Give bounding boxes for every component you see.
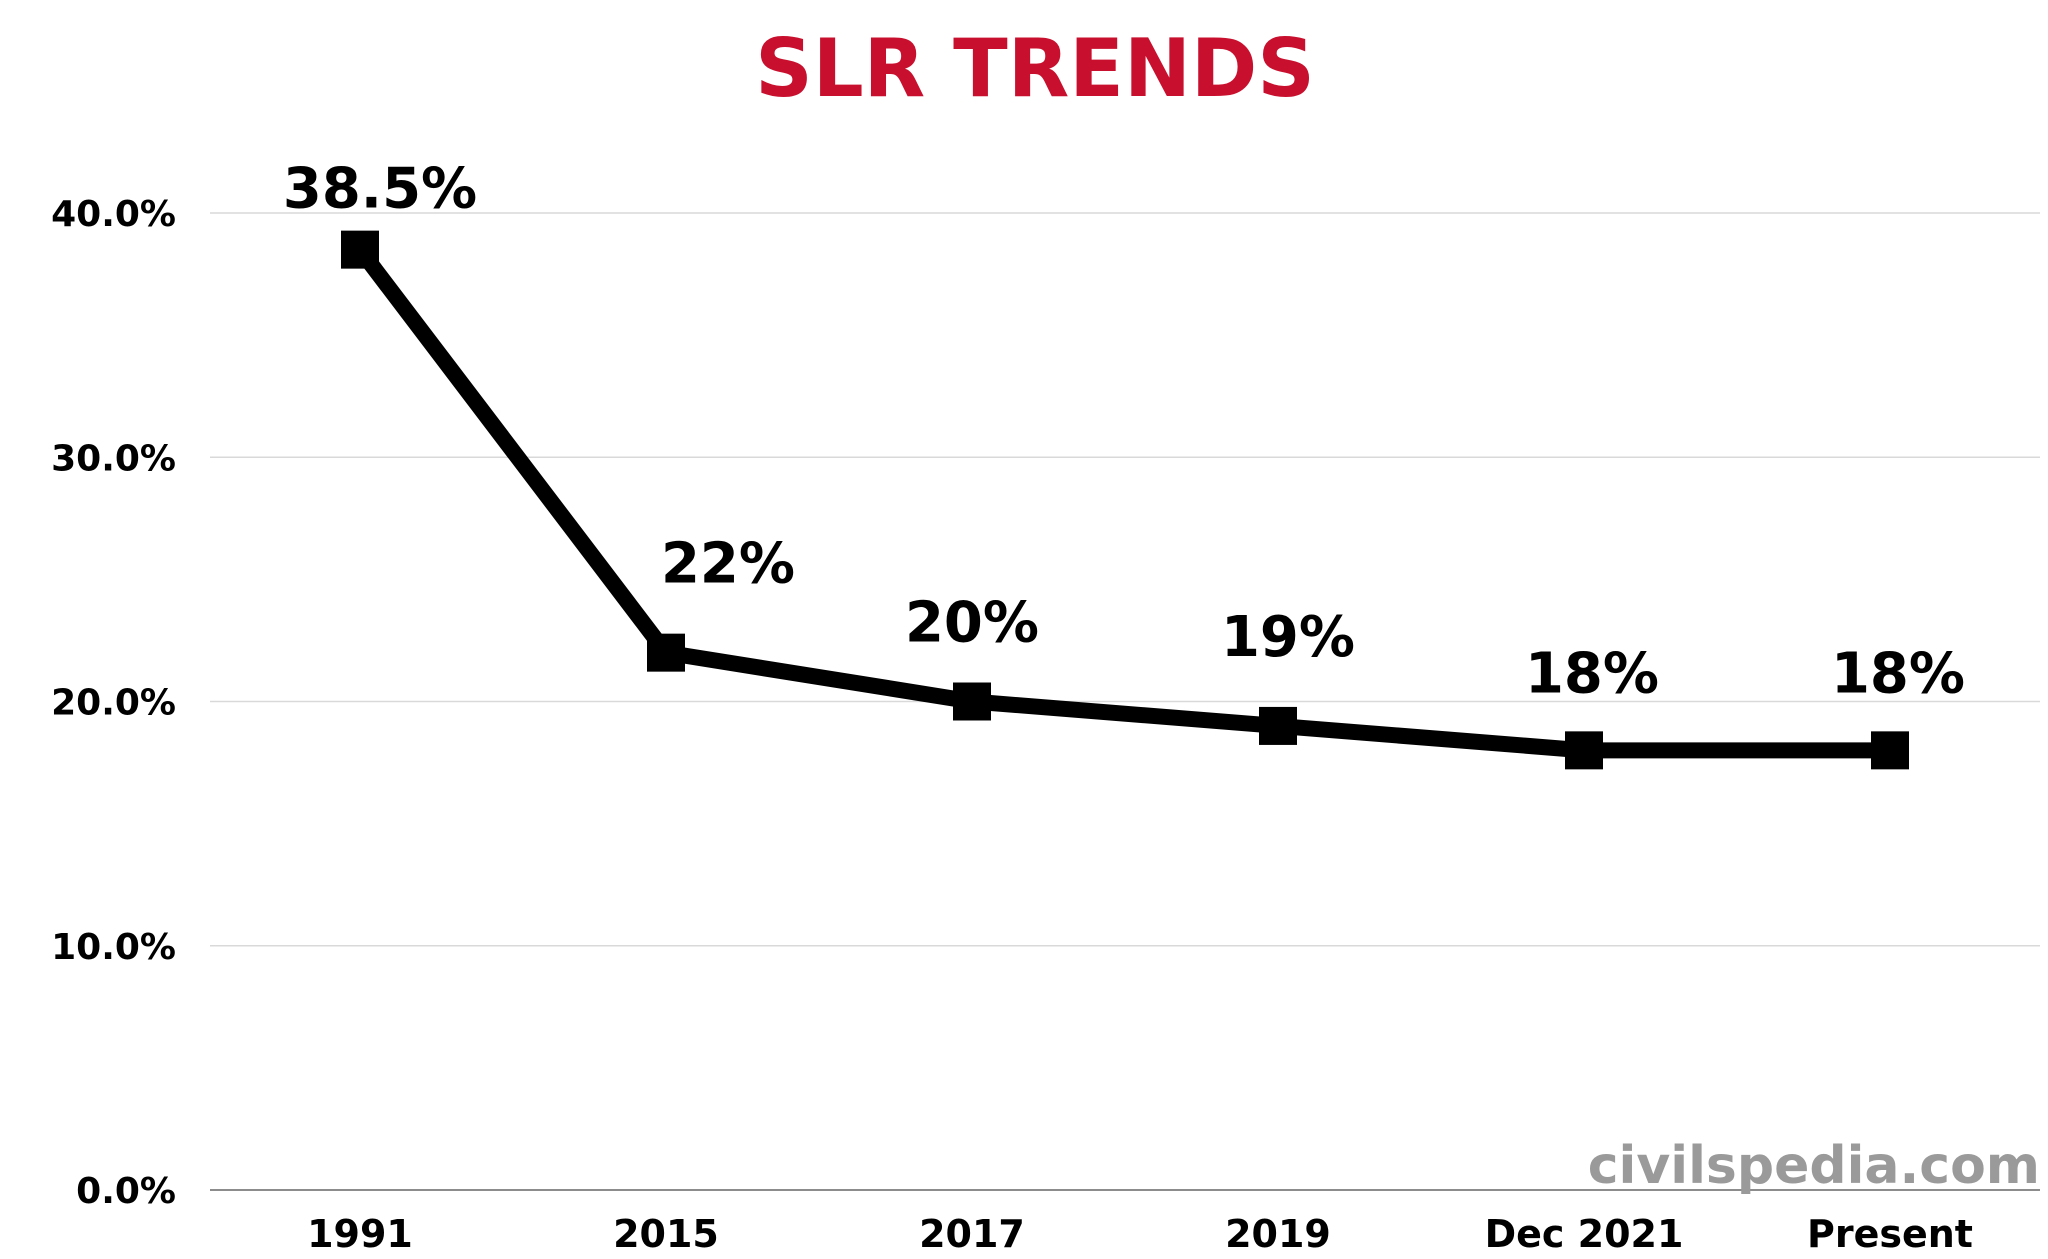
chart-title: SLR TRENDS xyxy=(755,22,1315,115)
y-tick-label: 20.0% xyxy=(51,683,176,724)
x-tick-label: 1991 xyxy=(307,1212,413,1256)
series-line xyxy=(352,241,1898,759)
x-tick-label: 2019 xyxy=(1225,1212,1331,1256)
y-axis-tick-labels: 0.0% 10.0% 20.0% 30.0% 40.0% xyxy=(51,194,176,1212)
data-label: 18% xyxy=(1831,641,1965,706)
data-labels: 38.5% 22% 20% 19% 18% 18% xyxy=(283,157,1965,707)
x-tick-label: Dec 2021 xyxy=(1485,1212,1684,1256)
data-point-marker xyxy=(647,633,685,672)
data-point-marker xyxy=(341,230,379,269)
data-label: 19% xyxy=(1221,605,1355,670)
y-tick-label: 0.0% xyxy=(76,1171,176,1212)
data-point-marker xyxy=(1565,731,1603,770)
data-point-marker xyxy=(953,682,991,721)
data-point-marker xyxy=(1871,731,1909,770)
x-tick-label: 2017 xyxy=(919,1212,1025,1256)
y-tick-label: 10.0% xyxy=(51,927,176,968)
x-tick-label: 2015 xyxy=(613,1212,719,1256)
y-tick-label: 40.0% xyxy=(51,194,176,235)
data-point-marker xyxy=(1259,706,1297,745)
x-tick-label: Present xyxy=(1807,1212,1973,1256)
series-markers xyxy=(341,230,1909,770)
watermark-text: civilspedia.com xyxy=(1588,1136,2040,1196)
grid-lines xyxy=(210,212,2040,947)
y-tick-label: 30.0% xyxy=(51,438,176,479)
data-label: 20% xyxy=(905,591,1039,656)
data-label: 38.5% xyxy=(283,157,477,222)
x-axis-tick-labels: 1991 2015 2017 2019 Dec 2021 Present xyxy=(307,1212,1973,1256)
data-label: 18% xyxy=(1525,641,1659,706)
data-label: 22% xyxy=(661,532,795,597)
